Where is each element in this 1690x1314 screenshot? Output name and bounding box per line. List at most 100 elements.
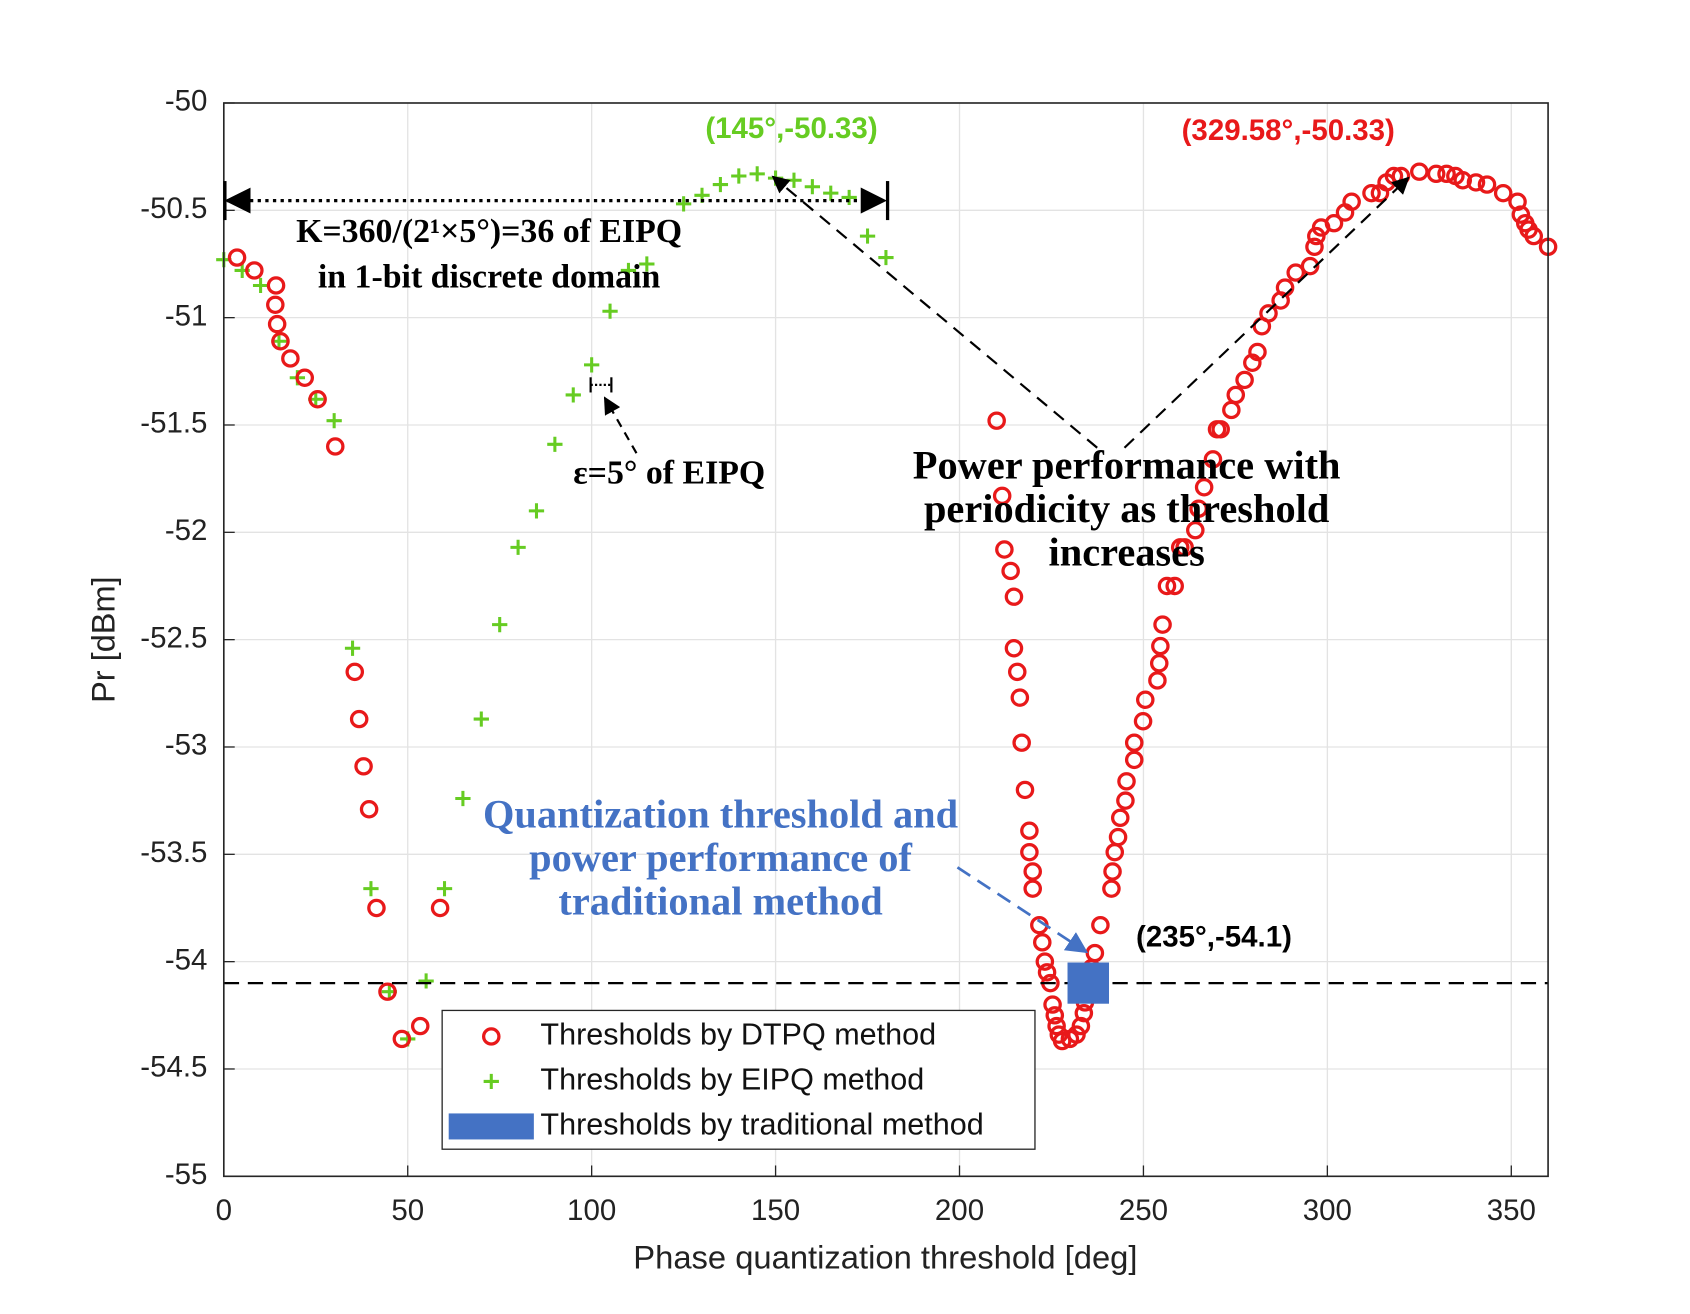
legend-marker	[448, 1113, 534, 1140]
y-tick-label: -54.5	[140, 1051, 207, 1084]
dtpq-point	[1043, 995, 1062, 1014]
legend-marker	[483, 1073, 499, 1090]
dtpq-point	[1342, 192, 1361, 211]
dtpq-point	[367, 898, 386, 918]
eipq-point	[749, 166, 765, 182]
dtpq-point	[1235, 370, 1254, 390]
eipq-point	[510, 539, 526, 555]
y-tick-label: -51	[165, 299, 208, 332]
annotations: (145°,-50.33) (329.58°,-50.33) K=360/(2¹×5…	[296, 112, 1395, 954]
annotation: ε=5° of EIPQ	[573, 455, 765, 492]
annotation: (329.58°,-50.33)	[1182, 114, 1395, 147]
annotation: power performance of	[529, 835, 912, 880]
dtpq-point	[281, 349, 300, 368]
dtpq-point	[1045, 1006, 1065, 1025]
dtpq-point	[1103, 862, 1122, 881]
annotation: Power performance with	[913, 443, 1341, 488]
dtpq-point	[227, 248, 247, 267]
dtpq-point	[1437, 164, 1456, 184]
annotation: (145°,-50.33)	[705, 112, 877, 145]
dtpq-point	[1052, 1031, 1072, 1051]
annotation: Quantization threshold and	[483, 792, 958, 837]
dtpq-point	[1175, 538, 1194, 557]
dtpq-point	[1157, 576, 1177, 596]
dtpq-point	[1362, 183, 1381, 203]
legend: Thresholds by DTPQ method Thresholds by E…	[441, 1009, 1036, 1150]
eipq-point	[492, 617, 508, 633]
annotation: in 1-bit discrete domain	[318, 259, 661, 296]
x-tick-label: 200	[935, 1194, 984, 1227]
x-tick-label: 100	[567, 1194, 616, 1227]
dtpq-point	[1012, 733, 1031, 752]
y-tick-label: -51.5	[140, 407, 207, 440]
dtpq-point	[1032, 933, 1052, 952]
y-tick-label: -50	[165, 85, 208, 118]
x-tick-label: 0	[216, 1194, 232, 1227]
dtpq-point	[1149, 654, 1169, 673]
eipq-point	[473, 711, 489, 727]
dtpq-point	[1248, 342, 1267, 362]
legend-label: Thresholds by DTPQ method	[540, 1018, 936, 1052]
y-tick-label: -55	[165, 1158, 208, 1191]
legend-box	[441, 1009, 1036, 1150]
dtpq-point	[1047, 1016, 1066, 1036]
eipq-point	[602, 303, 618, 319]
dtpq-point	[1117, 772, 1136, 791]
dtpq-point	[1259, 304, 1278, 323]
eipq-point	[639, 256, 655, 272]
eipq-point	[528, 503, 545, 519]
annotation: K=360/(2¹×5°)=36 of EIPQ	[296, 213, 682, 250]
plot-frame	[222, 102, 1549, 1178]
dtpq-point	[1186, 520, 1205, 540]
eipq-point	[584, 357, 600, 373]
y-tick-label: -53	[165, 729, 208, 762]
dtpq-point	[1466, 173, 1486, 192]
dtpq-point	[1001, 561, 1020, 581]
dtpq-point	[1023, 862, 1042, 881]
dtpq-point	[1286, 263, 1306, 282]
y-axis-label: Pr [dBm]	[84, 576, 121, 702]
y-tick-label: -52.5	[140, 621, 207, 654]
dtpq-point	[1203, 450, 1223, 469]
legend-marker	[481, 1027, 501, 1046]
eipq-point	[363, 881, 379, 897]
y-tick-label: -52	[165, 514, 208, 547]
dtpq-point	[1124, 733, 1144, 752]
x-tick-label: 50	[391, 1194, 424, 1227]
x-tick-label: 350	[1487, 1194, 1536, 1227]
dtpq-point	[1477, 175, 1497, 194]
dtpq-point	[1151, 636, 1170, 656]
dtpq-point	[1037, 963, 1057, 982]
dtpq-point	[349, 709, 369, 729]
dtpq-point	[1493, 183, 1513, 203]
dtpq-point	[1015, 780, 1035, 800]
dtpq-point	[1524, 226, 1544, 246]
y-tick-label: -54	[165, 943, 208, 976]
eipq-point	[859, 228, 876, 244]
dtpq-point	[1007, 662, 1027, 682]
eipq-point	[418, 973, 434, 989]
y-tick-label: -53.5	[140, 836, 207, 869]
dtpq-point	[308, 390, 327, 409]
dtpq-point	[1074, 1003, 1094, 1023]
dtpq-point	[245, 261, 264, 280]
dtpq-point	[1410, 162, 1429, 181]
annotation: traditional method	[558, 879, 882, 924]
dtpq-point	[1091, 915, 1110, 935]
dtpq-point	[1023, 879, 1042, 898]
dtpq-point	[267, 314, 287, 334]
dtpq-point	[1102, 879, 1121, 898]
dtpq-point	[1305, 237, 1324, 257]
dtpq-point	[354, 757, 373, 776]
x-tick-label: 150	[751, 1194, 800, 1227]
legend-label: Thresholds by EIPQ method	[540, 1063, 924, 1097]
dtpq-point	[995, 540, 1014, 559]
dtpq-point	[1004, 587, 1024, 606]
dtpq-point	[1108, 827, 1128, 847]
dtpq-point	[992, 486, 1012, 506]
eipq-point	[344, 640, 361, 656]
x-axis-label: Phase quantization threshold [deg]	[633, 1238, 1137, 1275]
annotation: periodicity as threshold	[924, 486, 1329, 531]
